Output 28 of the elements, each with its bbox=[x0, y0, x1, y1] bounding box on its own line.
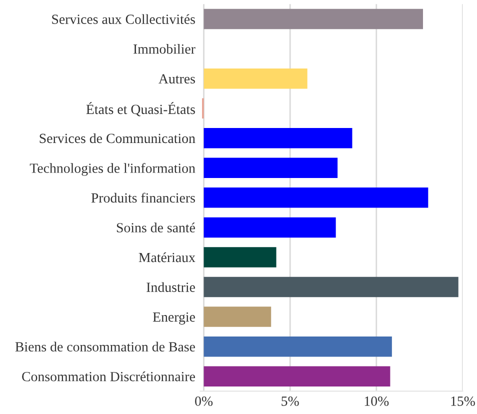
x-tick-label: 0% bbox=[195, 396, 213, 406]
bar bbox=[204, 128, 352, 148]
y-tick-label: Autres bbox=[158, 74, 195, 84]
y-tick-label: États et Quasi-États bbox=[86, 102, 195, 116]
bar bbox=[204, 336, 392, 357]
bar bbox=[204, 188, 428, 208]
y-tick-label: Technologies de l'information bbox=[30, 163, 196, 176]
x-tick-label: 5% bbox=[282, 396, 299, 406]
bar bbox=[204, 8, 423, 30]
x-tick-label: 10% bbox=[364, 396, 389, 406]
y-tick-label: Biens de consommation de Base bbox=[15, 342, 195, 352]
bar bbox=[204, 158, 338, 178]
y-tick-label: Services aux Collectivités bbox=[52, 14, 195, 24]
bar bbox=[204, 366, 390, 386]
y-tick-label: Soins de santé bbox=[116, 222, 195, 232]
x-tick-label: 15% bbox=[451, 396, 475, 406]
y-tick-label: Consommation Discrétionnaire bbox=[22, 372, 195, 382]
y-tick-label: Produits financiers bbox=[91, 192, 195, 203]
bar bbox=[204, 306, 272, 327]
bar bbox=[204, 217, 336, 238]
bar bbox=[204, 68, 308, 89]
y-tick-label: Matériaux bbox=[138, 252, 196, 262]
y-tick-label: Energie bbox=[152, 312, 195, 325]
bar bbox=[204, 247, 276, 268]
y-tick-label: Services de Communication bbox=[40, 133, 196, 144]
y-tick-label: Immobilier bbox=[133, 44, 196, 54]
bar bbox=[204, 276, 458, 298]
y-tick-label: Industrie bbox=[146, 282, 195, 292]
